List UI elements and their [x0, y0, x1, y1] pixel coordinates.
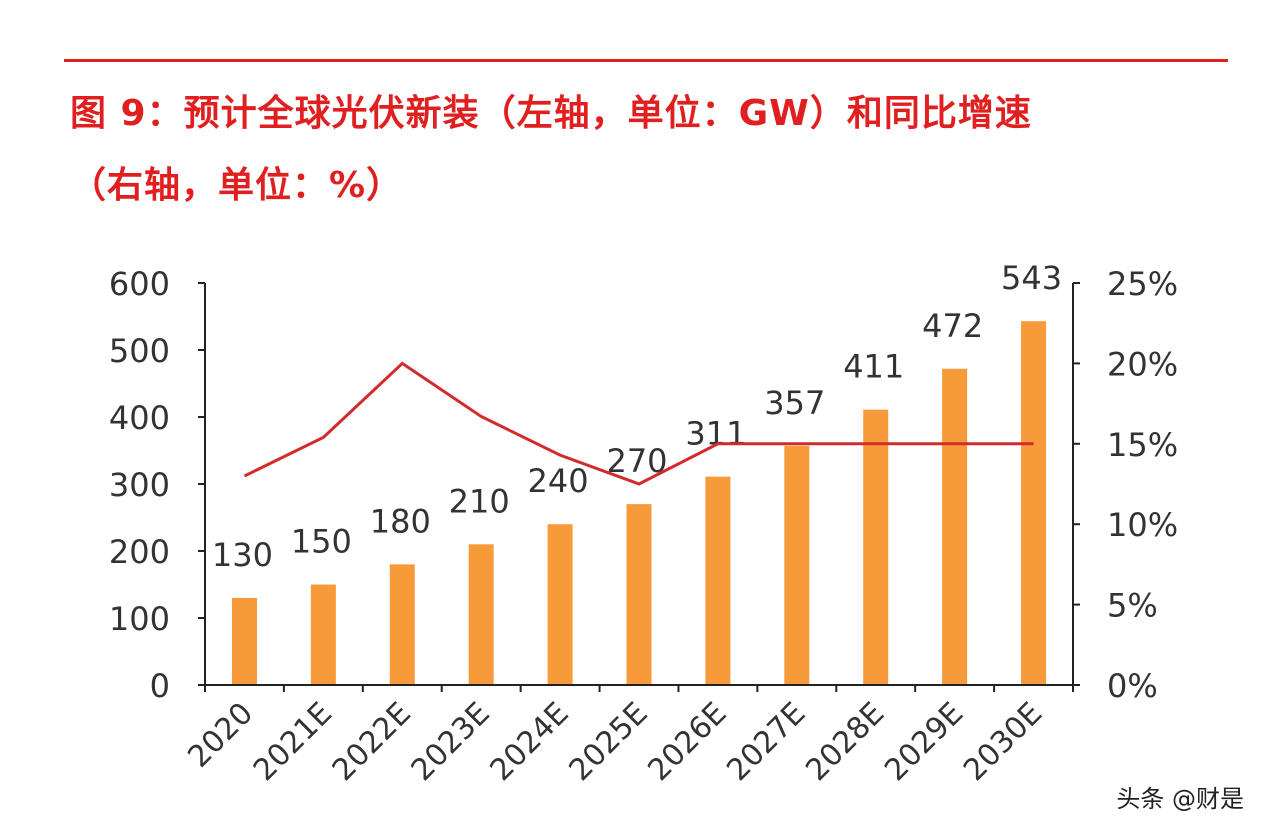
- bar-label-2030E: 543: [1001, 259, 1062, 297]
- bar-label-2026E: 311: [685, 415, 746, 453]
- right-tick-label-15: 15%: [1107, 426, 1178, 464]
- bar-2021E: [310, 584, 336, 685]
- bar-label-2020: 130: [212, 536, 273, 574]
- bar-label-2022E: 180: [370, 502, 431, 540]
- x-tick-label-2028E: 2028E: [799, 696, 891, 788]
- bar-label-2028E: 411: [843, 348, 904, 386]
- x-tick-label-2026E: 2026E: [641, 696, 733, 788]
- bar-2030E: [1021, 321, 1047, 685]
- right-tick-label-20: 20%: [1107, 345, 1178, 383]
- right-axis-tick-labels: 0% 5% 10% 15% 20% 25%: [1107, 265, 1178, 705]
- left-tick-label-600: 600: [109, 265, 170, 303]
- right-tick-label-10: 10%: [1107, 506, 1178, 544]
- bar-2028E: [863, 409, 889, 685]
- bar-2025E: [626, 504, 652, 685]
- chart-title: 图 9：预计全球光伏新装（左轴，单位：GW）和同比增速 （右轴，单位：%）: [70, 78, 1240, 222]
- left-tick-label-200: 200: [109, 533, 170, 571]
- chart-axes: [198, 282, 1080, 692]
- x-axis-tick-labels: 20202021E2022E2023E2024E2025E2026E2027E2…: [181, 696, 1049, 788]
- bar-label-2029E: 472: [922, 307, 983, 345]
- left-tick-label-400: 400: [109, 399, 170, 437]
- bar-label-2021E: 150: [291, 523, 352, 561]
- right-tick-label-25: 25%: [1107, 265, 1178, 303]
- bar-2027E: [784, 445, 810, 685]
- x-tick-label-2029E: 2029E: [878, 696, 970, 788]
- x-tick-label-2024E: 2024E: [484, 696, 576, 788]
- x-tick-label-2030E: 2030E: [957, 696, 1049, 788]
- bar-label-2024E: 240: [528, 462, 589, 500]
- bar-2023E: [468, 544, 494, 685]
- growth-rate-line: [243, 361, 1034, 486]
- bar-2029E: [942, 368, 968, 685]
- x-tick-label-2022E: 2022E: [326, 696, 418, 788]
- title-rule: [64, 59, 1228, 62]
- chart-title-line-1: 图 9：预计全球光伏新装（左轴，单位：GW）和同比增速: [70, 93, 1032, 134]
- bar-2022E: [389, 564, 415, 685]
- bar-2024E: [547, 524, 573, 685]
- left-tick-label-500: 500: [109, 332, 170, 370]
- right-tick-label-5: 5%: [1107, 587, 1158, 625]
- left-axis-tick-labels: 0 100 200 300 400 500 600: [109, 265, 170, 705]
- bar-label-2023E: 210: [449, 482, 510, 520]
- x-tick-label-2027E: 2027E: [720, 696, 812, 788]
- left-tick-label-0: 0: [150, 667, 170, 705]
- chart-title-line-2: （右轴，单位：%）: [70, 165, 404, 206]
- bar-series: [231, 321, 1047, 685]
- bar-label-2027E: 357: [764, 384, 825, 422]
- watermark: 头条 @财是: [1116, 785, 1244, 813]
- bar-2026E: [705, 476, 731, 685]
- left-tick-label-300: 300: [109, 466, 170, 504]
- bar-2020: [231, 597, 257, 685]
- right-tick-label-0: 0%: [1107, 667, 1158, 705]
- left-tick-label-100: 100: [109, 600, 170, 638]
- x-tick-label-2023E: 2023E: [405, 696, 497, 788]
- x-tick-label-2025E: 2025E: [563, 696, 655, 788]
- x-tick-label-2021E: 2021E: [247, 696, 339, 788]
